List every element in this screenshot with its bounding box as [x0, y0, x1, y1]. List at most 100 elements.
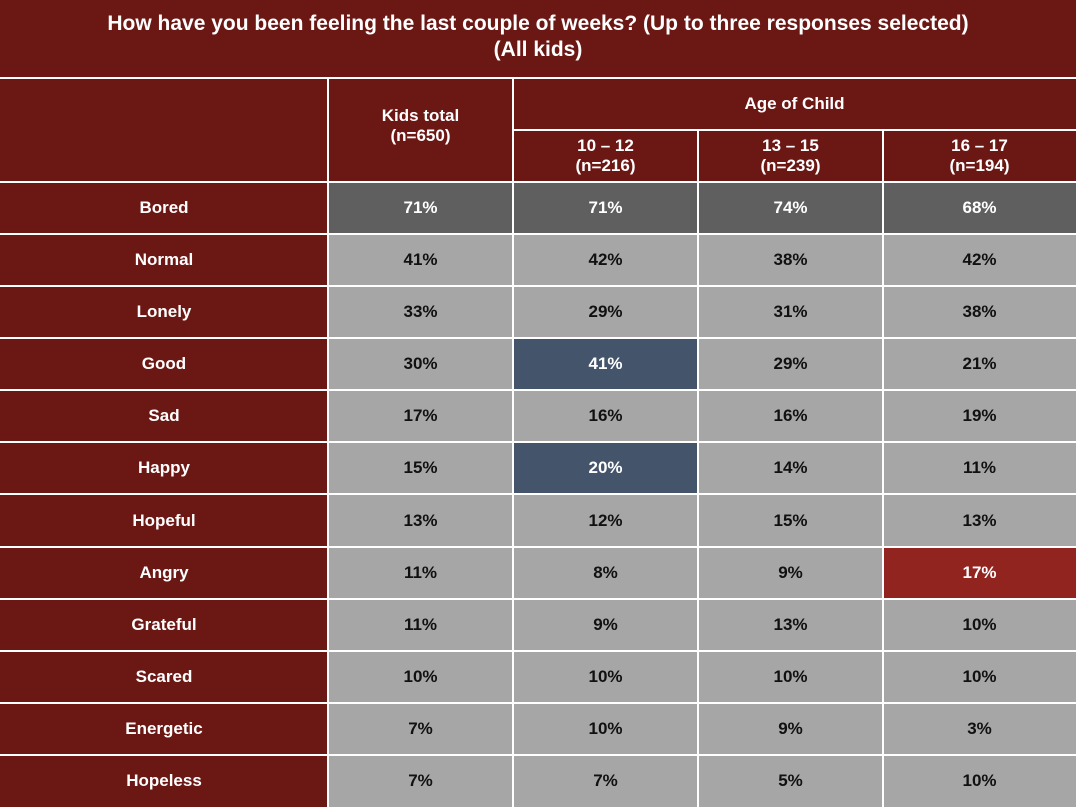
- row-label: Lonely: [0, 286, 328, 339]
- value-text: 10%: [403, 666, 438, 686]
- value-text: 7%: [408, 718, 433, 738]
- value-cell: 13%: [883, 494, 1076, 547]
- value-cell: 11%: [883, 442, 1076, 495]
- value-text: 9%: [778, 562, 803, 582]
- value-text: 71%: [588, 198, 623, 218]
- value-text: 68%: [962, 198, 997, 218]
- value-cell: 5%: [698, 754, 883, 807]
- value-text: 21%: [962, 354, 997, 374]
- header-label: 13 – 15: [762, 136, 819, 155]
- value-cell: 20%: [513, 442, 698, 495]
- value-text: 10%: [588, 718, 623, 738]
- value-text: 9%: [593, 614, 618, 634]
- value-text: 15%: [773, 510, 808, 530]
- value-text: 10%: [588, 666, 623, 686]
- header-corner-cell: [0, 78, 328, 182]
- grid-line: [0, 181, 1076, 183]
- value-cell: 9%: [513, 598, 698, 651]
- value-text: 31%: [773, 302, 808, 322]
- value-text: 5%: [778, 770, 803, 790]
- grid-line: [0, 233, 1076, 236]
- value-cell: 15%: [328, 442, 513, 495]
- value-cell: 10%: [883, 754, 1076, 807]
- row-label: Hopeful: [0, 494, 328, 547]
- row-label-text: Happy: [138, 458, 190, 478]
- value-text: 13%: [962, 510, 997, 530]
- value-text: 33%: [403, 302, 438, 322]
- row-label: Energetic: [0, 702, 328, 755]
- value-text: 7%: [593, 770, 618, 790]
- value-text: 10%: [962, 770, 997, 790]
- value-cell: 19%: [883, 390, 1076, 443]
- value-text: 7%: [408, 770, 433, 790]
- value-text: 11%: [403, 614, 438, 634]
- value-cell: 12%: [513, 494, 698, 547]
- header-age-group: Age of Child: [513, 78, 1076, 130]
- value-text: 11%: [403, 562, 438, 582]
- value-cell: 10%: [883, 598, 1076, 651]
- row-label: Good: [0, 338, 328, 391]
- value-cell: 29%: [513, 286, 698, 339]
- row-label: Angry: [0, 546, 328, 599]
- grid-line: [0, 753, 1076, 756]
- value-text: 17%: [403, 406, 438, 426]
- chart-title: How have you been feeling the last coupl…: [107, 11, 969, 35]
- value-cell: 10%: [513, 702, 698, 755]
- value-text: 20%: [588, 458, 623, 478]
- row-label-text: Grateful: [131, 614, 197, 634]
- value-cell: 68%: [883, 182, 1076, 235]
- value-text: 10%: [962, 666, 997, 686]
- header-label: 10 – 12: [577, 136, 634, 155]
- row-label: Hopeless: [0, 754, 328, 807]
- value-text: 41%: [403, 250, 438, 270]
- value-cell: 21%: [883, 338, 1076, 391]
- value-cell: 71%: [328, 182, 513, 235]
- value-text: 3%: [967, 718, 992, 738]
- grid-line: [0, 389, 1076, 392]
- value-cell: 7%: [513, 754, 698, 807]
- value-cell: 29%: [698, 338, 883, 391]
- value-cell: 71%: [513, 182, 698, 235]
- grid-line: [697, 130, 699, 807]
- value-text: 74%: [773, 198, 808, 218]
- row-label: Grateful: [0, 598, 328, 651]
- value-text: 10%: [773, 666, 808, 686]
- value-text: 42%: [588, 250, 623, 270]
- value-cell: 7%: [328, 702, 513, 755]
- row-label: Normal: [0, 234, 328, 287]
- value-cell: 10%: [698, 650, 883, 703]
- value-cell: 10%: [883, 650, 1076, 703]
- value-text: 17%: [962, 562, 997, 582]
- header-label: 16 – 17: [951, 136, 1008, 155]
- value-text: 10%: [962, 614, 997, 634]
- header-age-3: 16 – 17 (n=194): [883, 130, 1076, 182]
- value-cell: 31%: [698, 286, 883, 339]
- value-text: 16%: [588, 406, 623, 426]
- row-label-text: Hopeless: [126, 770, 202, 790]
- row-label-text: Good: [141, 354, 187, 374]
- value-cell: 14%: [698, 442, 883, 495]
- value-cell: 41%: [328, 234, 513, 287]
- value-cell: 74%: [698, 182, 883, 235]
- value-text: 41%: [588, 354, 623, 374]
- header-n: (n=650): [390, 126, 451, 145]
- value-cell: 3%: [883, 702, 1076, 755]
- value-cell: 16%: [513, 390, 698, 443]
- grid-line: [0, 441, 1076, 444]
- grid-line: [0, 649, 1076, 652]
- row-label-text: Angry: [139, 562, 189, 582]
- header-kids-total: Kids total (n=650): [328, 78, 513, 182]
- value-cell: 15%: [698, 494, 883, 547]
- value-cell: 16%: [698, 390, 883, 443]
- value-cell: 42%: [883, 234, 1076, 287]
- header-age-1: 10 – 12 (n=216): [513, 130, 698, 182]
- value-text: 30%: [403, 354, 438, 374]
- grid-line: [0, 701, 1076, 704]
- value-cell: 9%: [698, 546, 883, 599]
- value-text: 29%: [588, 302, 623, 322]
- value-cell: 7%: [328, 754, 513, 807]
- group-header-label: Age of Child: [744, 94, 845, 113]
- value-cell: 11%: [328, 546, 513, 599]
- row-label-text: Bored: [139, 198, 189, 218]
